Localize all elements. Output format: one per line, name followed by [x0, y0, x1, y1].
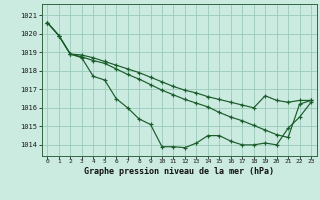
X-axis label: Graphe pression niveau de la mer (hPa): Graphe pression niveau de la mer (hPa) [84, 167, 274, 176]
